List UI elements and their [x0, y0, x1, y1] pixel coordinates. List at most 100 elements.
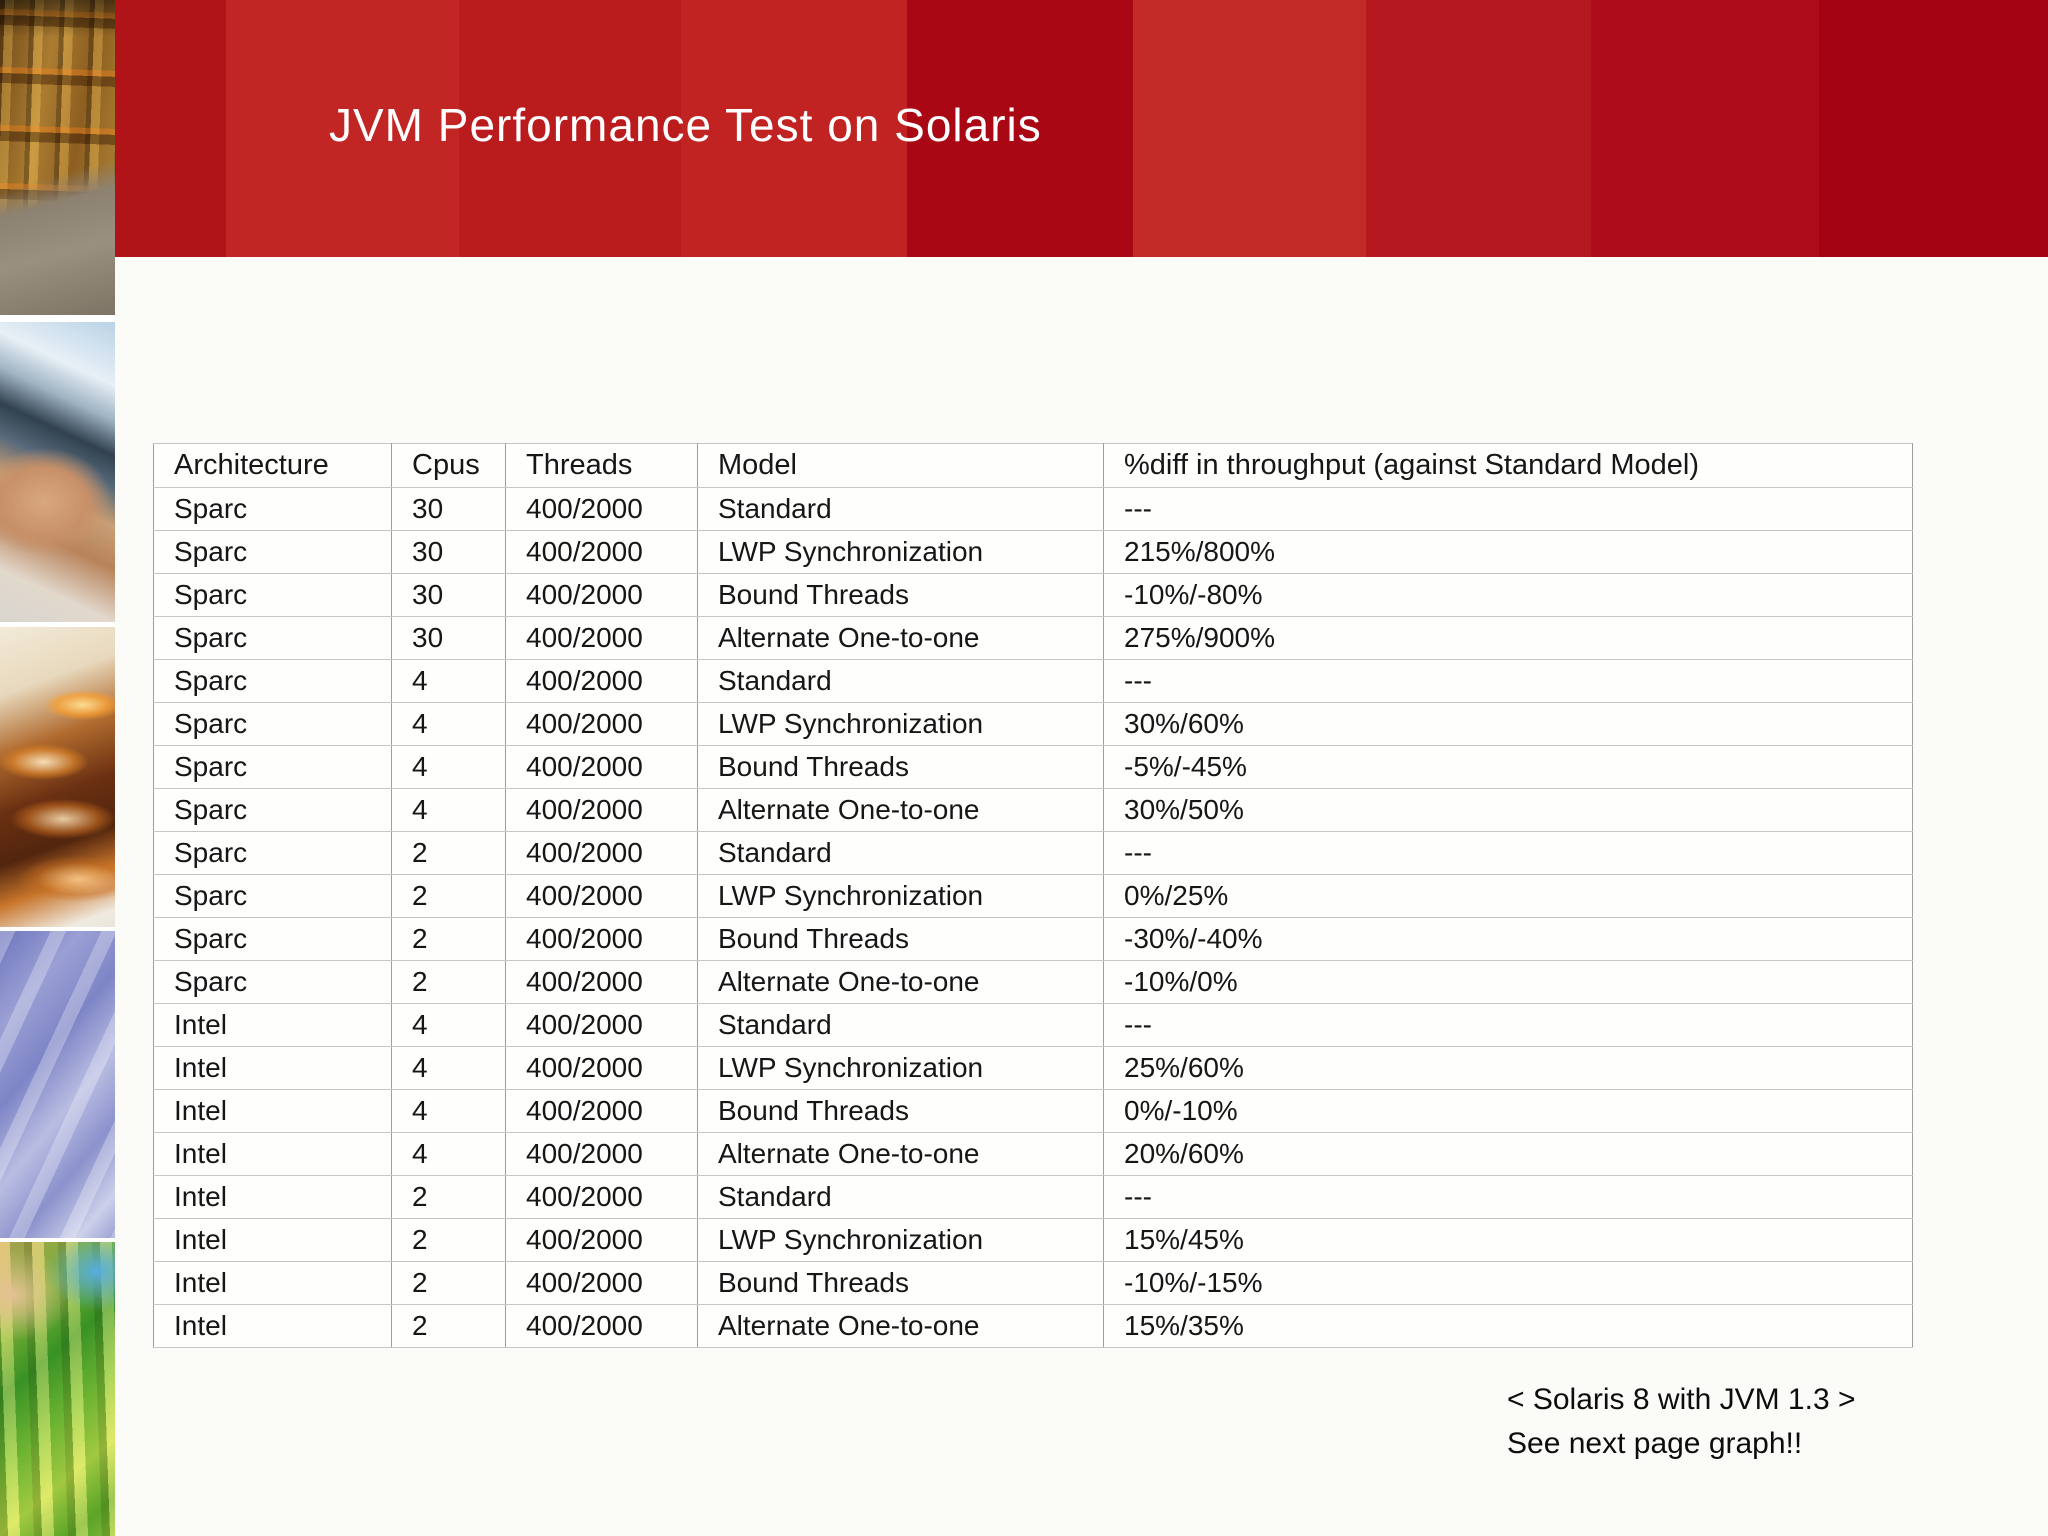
table-row: Intel 2 400/2000 Bound Threads -10%/-15% [153, 1261, 1913, 1305]
banner-stripes [115, 0, 2048, 257]
table-cell: 400/2000 [505, 745, 698, 789]
table-cell: -30%/-40% [1103, 917, 1913, 961]
table-cell: Sparc [153, 487, 392, 531]
table-cell: Intel [153, 1261, 392, 1305]
glasses-on-keyboard-photo [0, 627, 115, 927]
purple-fabric-photo [0, 931, 115, 1238]
table-cell: 2 [391, 1261, 506, 1305]
banner-stripe [115, 0, 226, 257]
table-row: Intel 4 400/2000 Standard --- [153, 1003, 1913, 1047]
table-cell: 30%/50% [1103, 788, 1913, 832]
table-row: Sparc 2 400/2000 Standard --- [153, 831, 1913, 875]
table-cell: Bound Threads [697, 1261, 1104, 1305]
table-cell: 400/2000 [505, 616, 698, 660]
table-cell: 400/2000 [505, 1003, 698, 1047]
banner-stripe [1819, 0, 2048, 257]
column-header: Model [697, 443, 1104, 488]
table-cell: --- [1103, 1175, 1913, 1219]
table-row: Sparc 30 400/2000 Bound Threads -10%/-80% [153, 573, 1913, 617]
table-cell: Sparc [153, 702, 392, 746]
table-cell: 4 [391, 659, 506, 703]
hand-with-device-photo [0, 322, 115, 622]
table-cell: Standard [697, 831, 1104, 875]
table-cell: 30 [391, 530, 506, 574]
slide-note: < Solaris 8 with JVM 1.3 > See next page… [1507, 1378, 1856, 1466]
table-cell: 30 [391, 487, 506, 531]
table-cell: Sparc [153, 530, 392, 574]
table-wrap: Architecture Cpus Threads Model %diff in thr… [153, 443, 1913, 1348]
table-cell: -10%/-15% [1103, 1261, 1913, 1305]
table-cell: 400/2000 [505, 702, 698, 746]
table-cell: 2 [391, 917, 506, 961]
table-cell: 400/2000 [505, 1046, 698, 1090]
performance-table: Architecture Cpus Threads Model %diff in thr… [153, 443, 1913, 1348]
table-cell: Intel [153, 1304, 392, 1348]
table-cell: --- [1103, 659, 1913, 703]
column-header: Architecture [153, 443, 392, 488]
table-row: Intel 4 400/2000 Alternate One-to-one 20%/60… [153, 1132, 1913, 1176]
table-cell: 400/2000 [505, 1132, 698, 1176]
table-cell: Intel [153, 1046, 392, 1090]
table-cell: Sparc [153, 573, 392, 617]
table-row: Sparc 4 400/2000 Standard --- [153, 659, 1913, 703]
table-cell: Standard [697, 1003, 1104, 1047]
table-row: Sparc 4 400/2000 LWP Synchronization 30%/60% [153, 702, 1913, 746]
table-cell: --- [1103, 1003, 1913, 1047]
table-cell: 400/2000 [505, 1304, 698, 1348]
table-row: Intel 4 400/2000 LWP Synchronization 25%/60% [153, 1046, 1913, 1090]
table-cell: -10%/0% [1103, 960, 1913, 1004]
table-cell: 30 [391, 573, 506, 617]
table-cell: 2 [391, 1218, 506, 1262]
table-cell: 275%/900% [1103, 616, 1913, 660]
table-cell: 4 [391, 1132, 506, 1176]
table-cell: 400/2000 [505, 530, 698, 574]
table-cell: 4 [391, 1003, 506, 1047]
note-line-1: < Solaris 8 with JVM 1.3 > [1507, 1383, 1856, 1416]
table-cell: Alternate One-to-one [697, 616, 1104, 660]
column-header: Cpus [391, 443, 506, 488]
table-cell: 400/2000 [505, 1175, 698, 1219]
table-cell: Bound Threads [697, 917, 1104, 961]
table-cell: --- [1103, 831, 1913, 875]
banner-stripe [1366, 0, 1591, 257]
table-row: Intel 4 400/2000 Bound Threads 0%/-10% [153, 1089, 1913, 1133]
table-cell: 215%/800% [1103, 530, 1913, 574]
table-cell: 400/2000 [505, 487, 698, 531]
table-cell: 400/2000 [505, 788, 698, 832]
table-cell: 2 [391, 831, 506, 875]
laboratory-test-tubes-photo [0, 1242, 115, 1536]
table-cell: Alternate One-to-one [697, 960, 1104, 1004]
title-banner: JVM Performance Test on Solaris [115, 0, 2048, 257]
banner-stripe [1133, 0, 1366, 257]
table-cell: Bound Threads [697, 745, 1104, 789]
table-cell: 2 [391, 874, 506, 918]
warehouse-shelves-photo [0, 0, 115, 315]
table-cell: 400/2000 [505, 874, 698, 918]
table-cell: 4 [391, 745, 506, 789]
table-cell: 4 [391, 1089, 506, 1133]
banner-stripe [226, 0, 459, 257]
table-cell: Bound Threads [697, 573, 1104, 617]
table-cell: 30%/60% [1103, 702, 1913, 746]
table-cell: 4 [391, 702, 506, 746]
table-cell: LWP Synchronization [697, 702, 1104, 746]
table-cell: Sparc [153, 831, 392, 875]
table-row: Sparc 30 400/2000 Standard --- [153, 487, 1913, 531]
table-cell: Sparc [153, 616, 392, 660]
table-cell: Standard [697, 487, 1104, 531]
table-cell: Intel [153, 1218, 392, 1262]
table-cell: Alternate One-to-one [697, 788, 1104, 832]
table-cell: -10%/-80% [1103, 573, 1913, 617]
table-cell: 15%/35% [1103, 1304, 1913, 1348]
column-header: Threads [505, 443, 698, 488]
slide-title: JVM Performance Test on Solaris [329, 99, 1042, 151]
table-cell: 25%/60% [1103, 1046, 1913, 1090]
table-cell: 400/2000 [505, 1089, 698, 1133]
table-cell: 4 [391, 1046, 506, 1090]
photo-strip [0, 0, 115, 1536]
table-cell: 400/2000 [505, 960, 698, 1004]
table-cell: Intel [153, 1089, 392, 1133]
table-cell: Intel [153, 1003, 392, 1047]
table-cell: Standard [697, 659, 1104, 703]
